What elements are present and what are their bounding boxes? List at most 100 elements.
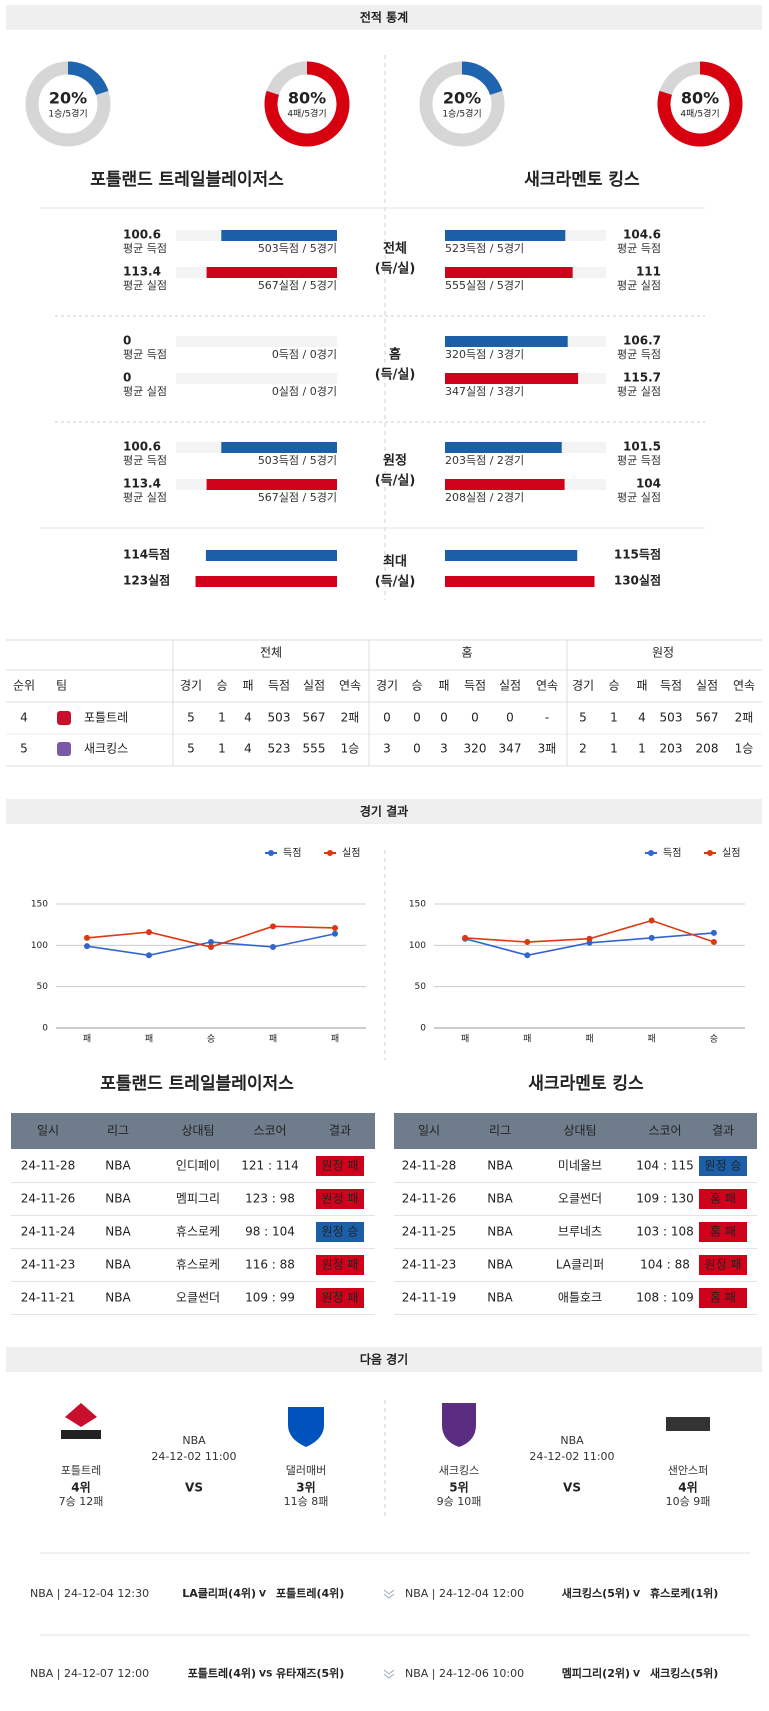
stat-value: 113.4	[123, 265, 161, 279]
stat-value: 115.7	[623, 371, 661, 385]
result: 원정 승	[705, 1159, 742, 1173]
table-header: 실점	[696, 679, 718, 693]
table-header: 연속	[536, 679, 558, 693]
cell: 0	[383, 711, 391, 725]
result-badge	[699, 1255, 747, 1275]
table-header: 리그	[489, 1124, 511, 1138]
team-name: 포틀랜드 트레일블레이저스	[90, 170, 284, 190]
cell: 1승	[341, 742, 360, 756]
legend-label: 득점	[663, 847, 681, 859]
away-team: 새크킹스(5위)	[650, 1666, 718, 1680]
table-header: 실점	[499, 679, 521, 693]
cell: 24-11-25	[402, 1225, 456, 1239]
home-team: 포틀트레(4위)	[188, 1666, 256, 1680]
legend-marker	[327, 850, 333, 856]
group-sub: (득/실)	[375, 473, 416, 489]
cell: NBA	[105, 1225, 131, 1239]
point	[270, 923, 276, 930]
cell: 24-11-28	[402, 1159, 456, 1173]
cell: 0	[506, 711, 514, 725]
cell: 109 : 99	[245, 1291, 295, 1305]
point	[84, 934, 90, 941]
cell: 109 : 130	[636, 1192, 693, 1206]
cell: 2	[579, 742, 587, 756]
result-badge	[316, 1156, 364, 1176]
cell: 555	[303, 742, 326, 756]
team-logo	[57, 711, 71, 725]
x-tick-label: 패	[523, 1034, 531, 1045]
cell: 2패	[735, 711, 754, 725]
point	[208, 939, 214, 946]
table-header: 팀	[56, 679, 67, 693]
cell: 0	[413, 742, 421, 756]
donut-label: 80%	[288, 89, 326, 108]
cell: -	[545, 711, 549, 725]
result: 원정 패	[322, 1192, 359, 1206]
section-header	[6, 799, 762, 824]
table-header: 리그	[107, 1124, 129, 1138]
stat-value: 106.7	[623, 334, 661, 348]
point	[524, 952, 531, 959]
y-tick-label: 100	[409, 941, 426, 951]
cell: 503	[660, 711, 683, 725]
result: 원정 패	[322, 1159, 359, 1173]
record: 9승 10패	[437, 1495, 482, 1508]
point	[710, 939, 717, 946]
cell: 오클썬더	[558, 1192, 602, 1206]
game-info: NBA | 24-12-07 12:00	[30, 1667, 149, 1680]
away-team: 포틀트레(4위)	[276, 1586, 344, 1600]
stat-name: 평균 득점	[123, 454, 167, 467]
cell: LA클리퍼	[556, 1258, 604, 1272]
group-label: 홈	[389, 347, 401, 363]
point	[462, 934, 469, 941]
stat-detail: 0실점 / 0경기	[272, 385, 337, 398]
table-header: 순위	[13, 679, 35, 693]
cell: 4	[244, 711, 252, 725]
result: 원정 승	[322, 1225, 359, 1239]
game-info: NBA | 24-12-04 12:30	[30, 1587, 149, 1600]
max-label: 115득점	[614, 547, 661, 562]
cell: 1	[638, 742, 646, 756]
donut-sub: 1승/5경기	[442, 108, 481, 120]
record: 7승 12패	[59, 1495, 104, 1508]
cell: NBA	[487, 1225, 513, 1239]
team-logo	[288, 1407, 324, 1447]
stat-name: 평균 실점	[617, 385, 661, 398]
cell: 멤피그리	[176, 1192, 220, 1206]
donut-sub: 4패/5경기	[287, 108, 326, 120]
cell: 98 : 104	[245, 1225, 295, 1239]
cell: 208	[696, 742, 719, 756]
record: 10승 9패	[666, 1495, 711, 1508]
point	[270, 943, 276, 950]
result: 홈 패	[710, 1291, 736, 1305]
group-label: 전체	[383, 241, 407, 257]
cell: 1	[218, 711, 226, 725]
stat-detail: 503득점 / 5경기	[258, 242, 337, 255]
x-tick-label: 패	[331, 1034, 339, 1045]
team: 새크킹스	[84, 742, 128, 756]
table-header: 일시	[37, 1124, 59, 1138]
table-header: 경기	[180, 679, 202, 693]
chevron	[383, 1669, 395, 1675]
table-header: 연속	[733, 679, 755, 693]
group-sub: (득/실)	[375, 574, 416, 590]
cell: NBA	[487, 1192, 513, 1206]
point	[332, 924, 338, 931]
point	[208, 943, 214, 950]
table-header: 상대팀	[563, 1124, 596, 1138]
cell: 5	[187, 711, 195, 725]
group-label: 최대	[383, 555, 407, 570]
team-name: 포틀랜드 트레일블레이저스	[100, 1074, 294, 1094]
stat-name: 평균 실점	[123, 279, 167, 292]
cell: 2패	[341, 711, 360, 725]
cell: 24-11-19	[402, 1291, 456, 1305]
team: 포틀트레	[61, 1464, 101, 1477]
y-tick-label: 0	[420, 1024, 426, 1034]
donut-arc	[67, 61, 109, 96]
cell: 휴스로케	[176, 1258, 220, 1272]
table-header: 스코어	[253, 1124, 286, 1138]
y-tick-label: 50	[415, 982, 427, 992]
cell: 116 : 88	[245, 1258, 295, 1272]
